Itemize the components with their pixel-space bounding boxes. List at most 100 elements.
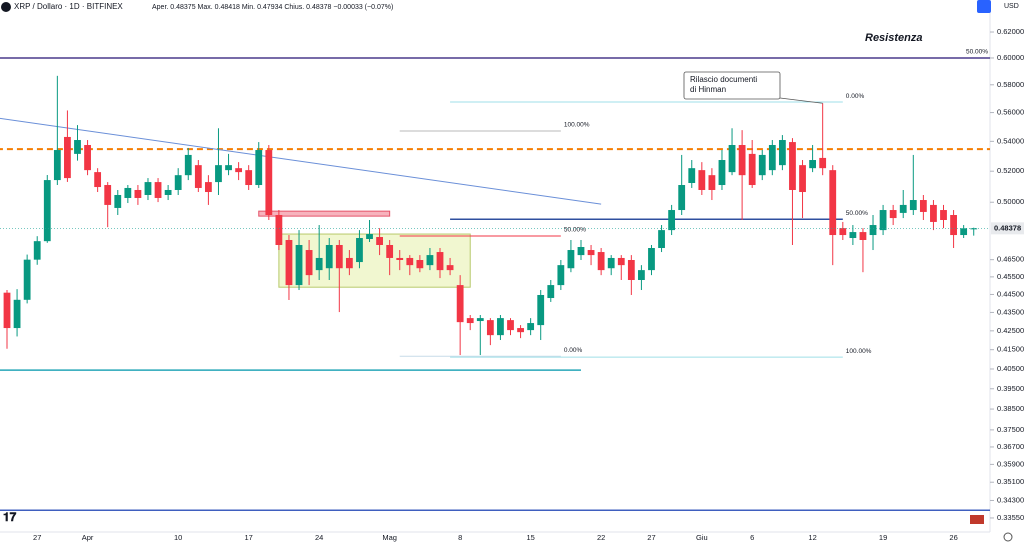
candle-body	[577, 247, 585, 256]
settings-button[interactable]	[1003, 532, 1013, 542]
y-tick-label: 0.41500	[997, 345, 1024, 354]
candle-body	[174, 175, 182, 190]
candle-body	[627, 260, 635, 281]
candle-body	[205, 182, 212, 193]
candle-body	[325, 244, 333, 269]
ohlc-legend: Aper. 0.48375 Max. 0.48418 Min. 0.47934 …	[152, 4, 393, 11]
currency[interactable]: USD	[1004, 3, 1019, 10]
candle-body	[537, 294, 545, 326]
candle-body	[124, 187, 132, 198]
candle-body	[154, 182, 162, 198]
y-tick-label: 0.43500	[997, 307, 1024, 316]
x-tick-label: Apr	[82, 533, 94, 542]
y-tick-label: 0.38500	[997, 404, 1024, 413]
candle-body	[597, 252, 605, 271]
candle-body	[617, 257, 625, 266]
x-tick-label: 26	[949, 533, 957, 542]
y-tick-label: 0.44500	[997, 289, 1024, 298]
symbol-icon	[1, 2, 11, 12]
candle-body	[879, 210, 887, 231]
candle-body	[215, 165, 222, 183]
x-tick-label: Giu	[696, 533, 708, 542]
x-tick-label: 24	[315, 533, 323, 542]
alert-button[interactable]	[977, 0, 991, 13]
candle-body	[43, 180, 51, 242]
x-tick-label: 12	[808, 533, 816, 542]
candle-body	[305, 250, 313, 276]
candle-body	[567, 250, 575, 269]
drawing-line	[0, 117, 602, 205]
y-tick-label: 0.33550	[997, 513, 1024, 522]
candle-body	[144, 182, 152, 195]
candle-body	[84, 145, 91, 171]
x-tick-label: 27	[33, 533, 41, 542]
candle-body	[295, 244, 303, 286]
candle-body	[74, 140, 81, 154]
y-tick-label: 0.36700	[997, 442, 1024, 451]
candle-body	[466, 318, 474, 324]
candle-body	[849, 232, 857, 239]
level-label: 50.00%	[564, 227, 586, 234]
candle-body	[607, 257, 615, 269]
x-tick-label: 27	[647, 533, 655, 542]
level-label: 100.00%	[564, 122, 590, 129]
tv-logo: 𝟏𝟕	[3, 510, 17, 524]
candle-body	[909, 200, 917, 211]
candle-body	[255, 150, 263, 186]
candle-body	[587, 250, 595, 256]
last-price-label: 0.48378	[994, 223, 1021, 232]
y-tick-label: 0.54000	[997, 136, 1024, 145]
candle-body	[315, 257, 323, 271]
candle-body	[638, 270, 645, 281]
x-tick-label: 17	[245, 533, 253, 542]
candle-body	[366, 234, 373, 240]
candle-body	[225, 165, 232, 171]
candle-body	[3, 292, 11, 329]
candle-body	[285, 239, 293, 286]
candle-body	[486, 320, 494, 336]
plot-area: 50.00% 100.00% 50.00% 0.00% 0.00% 50.00% 100.0…	[0, 49, 990, 511]
candle-body	[899, 204, 907, 213]
candle-body	[245, 170, 253, 186]
symbol-title: XRP / Dollaro · 1D · BITFINEX	[14, 2, 123, 11]
candle-body	[426, 255, 434, 266]
candle-body	[869, 225, 877, 236]
candle-body	[104, 185, 112, 205]
candle-body	[839, 228, 847, 236]
candle-body	[345, 257, 353, 269]
candle-body	[527, 323, 535, 331]
candle-body	[94, 172, 102, 188]
candle-body	[456, 285, 464, 323]
candle-body	[265, 150, 273, 216]
x-tick-label: 22	[597, 533, 605, 542]
y-tick-label: 0.34300	[997, 495, 1024, 504]
candle-body	[658, 230, 665, 249]
candle-body	[668, 210, 676, 231]
candle-body	[194, 165, 202, 188]
x-tick-label: 10	[174, 533, 182, 542]
y-tick-label: 0.50000	[997, 197, 1024, 206]
x-tick-label: 8	[458, 533, 462, 542]
candle-body	[728, 145, 736, 173]
callout-text: di Hinman	[690, 85, 726, 94]
y-tick-label: 0.40500	[997, 364, 1024, 373]
candle-body	[889, 210, 897, 219]
y-tick-label: 0.56000	[997, 108, 1024, 117]
level-label: 0.00%	[846, 93, 865, 100]
candle-body	[376, 237, 383, 245]
candle-body	[970, 228, 978, 230]
candle-body	[164, 189, 172, 195]
candle-body	[940, 210, 947, 221]
candle-body	[53, 150, 61, 181]
candle-body	[789, 142, 796, 190]
candle-body	[547, 285, 555, 299]
y-tick-label: 0.60000	[997, 53, 1024, 62]
y-tick-label: 0.42500	[997, 326, 1024, 335]
candle-body	[778, 140, 786, 166]
callout-leader	[779, 97, 823, 104]
candle-body	[134, 189, 142, 198]
event-flag	[970, 515, 984, 524]
candle-body	[476, 318, 484, 322]
candle-body	[799, 165, 806, 193]
